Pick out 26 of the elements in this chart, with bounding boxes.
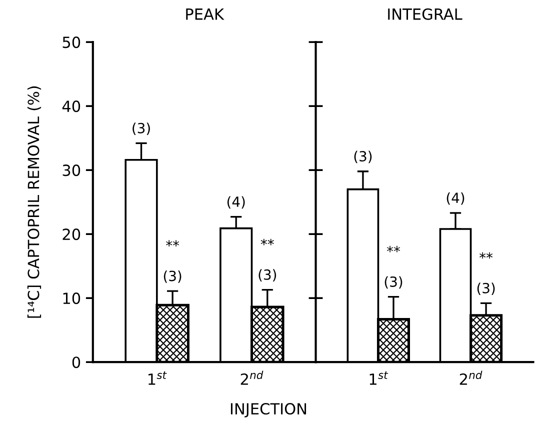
y-tick-label: 50 xyxy=(62,36,80,48)
chart-title: PEAK xyxy=(186,8,224,20)
annotation: (3) xyxy=(258,269,276,282)
annotation: (3) xyxy=(132,122,150,135)
annotation: ** xyxy=(480,252,493,259)
y-tick-label: 10 xyxy=(63,292,80,304)
y-tick-label: 20 xyxy=(62,228,80,240)
y-tick-label: 40 xyxy=(62,100,80,112)
annotation: ** xyxy=(260,238,274,246)
y-tick-label: 30 xyxy=(62,164,80,176)
y-tick-label: 0 xyxy=(72,356,80,368)
annotation: (3) xyxy=(164,270,182,283)
annotation: (3) xyxy=(354,150,372,164)
y-axis-title: [¹⁴C] CAPTOPRIL REMOVAL (%) xyxy=(27,86,42,318)
x-tick-label: 1$^{st}$ xyxy=(370,371,388,385)
annotation: (4) xyxy=(446,192,464,205)
annotation: ** xyxy=(166,240,180,246)
annotation: (3) xyxy=(384,276,402,289)
annotation: ** xyxy=(386,246,400,252)
x-tick-label: 1$^{st}$ xyxy=(148,371,167,385)
x-axis-title: INJECTION xyxy=(230,403,306,418)
annotation: (4) xyxy=(227,196,245,209)
x-tick-label: 2$^{nd}$ xyxy=(240,370,264,385)
chart-title: INTEGRAL xyxy=(388,8,462,20)
x-tick-label: 2$^{nd}$ xyxy=(460,370,482,385)
annotation: (3) xyxy=(477,282,495,295)
